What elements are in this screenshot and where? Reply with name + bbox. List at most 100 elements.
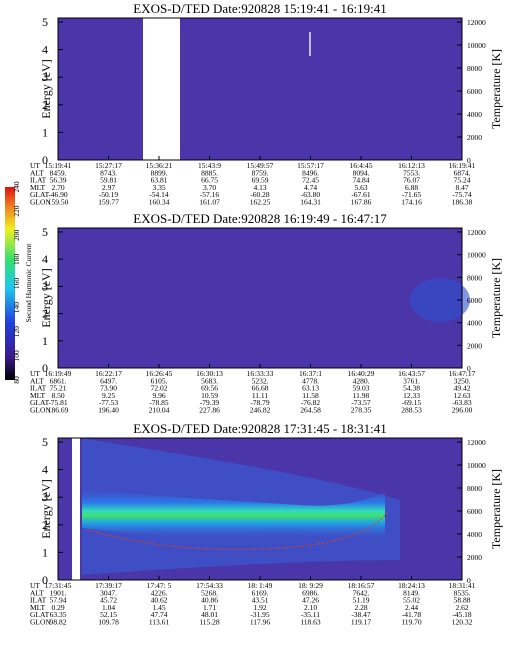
y2-tick-label: 6000 bbox=[467, 296, 482, 305]
y-tick-label: 4 bbox=[42, 463, 48, 477]
y2-tick-label: 4000 bbox=[467, 110, 482, 119]
ephemeris-value: 5.63 bbox=[354, 183, 367, 192]
y2-tick-label: 2000 bbox=[467, 553, 482, 562]
y-tick-label: 5 bbox=[42, 15, 48, 29]
ephemeris-value: 3047. bbox=[100, 588, 117, 597]
colorbar-tick-label: 220 bbox=[12, 205, 21, 217]
colorbar-tick-label: 120 bbox=[12, 326, 21, 338]
ephemeris-value: 17:47: 5 bbox=[147, 581, 172, 590]
ephemeris-value: 16:43:57 bbox=[398, 369, 425, 378]
ephemeris-value: 59.81 bbox=[100, 176, 117, 185]
y-tick-label: 4 bbox=[42, 252, 48, 266]
ephemeris-value: 296.00 bbox=[452, 406, 473, 415]
ephemeris-value: 6861. bbox=[50, 376, 67, 385]
y2-tick-label: 12000 bbox=[467, 228, 486, 237]
ephemeris-value: 72.02 bbox=[151, 384, 168, 393]
ephemeris-value: 6986. bbox=[302, 588, 319, 597]
ephemeris-value: -54.14 bbox=[149, 190, 169, 199]
y-tick-label: 2 bbox=[42, 518, 48, 532]
ephemeris-value: 1.04 bbox=[102, 603, 115, 612]
ephemeris-value: 76.07 bbox=[403, 176, 420, 185]
ephemeris-value: 186.69 bbox=[48, 406, 69, 415]
ephemeris-value: -76.82 bbox=[301, 398, 321, 407]
y-tick-label: 0 bbox=[42, 153, 48, 167]
ephemeris-value: 18: 9:29 bbox=[298, 581, 323, 590]
y-tick-label: 1 bbox=[42, 125, 48, 139]
ephemeris-value: 160.34 bbox=[149, 198, 170, 207]
y-tick-label: 5 bbox=[42, 435, 48, 449]
ephemeris-value: 118.63 bbox=[300, 618, 321, 627]
ephemeris-value: -38.47 bbox=[351, 610, 371, 619]
ephemeris-value: 7553. bbox=[403, 168, 420, 177]
colorbar bbox=[5, 187, 15, 380]
ephemeris-value: 66.75 bbox=[201, 176, 218, 185]
colorbar-tick-label: 240 bbox=[12, 181, 21, 193]
ephemeris-value: -71.65 bbox=[402, 190, 422, 199]
ephemeris-value: 59.03 bbox=[353, 384, 370, 393]
ephemeris-value: 74.84 bbox=[353, 176, 370, 185]
ephemeris-value: -75.74 bbox=[452, 190, 472, 199]
ephemeris-value: 6169. bbox=[252, 588, 269, 597]
ephemeris-value: -75.81 bbox=[48, 398, 68, 407]
ephemeris-value: 16:19:41 bbox=[449, 161, 476, 170]
y2-tick-label: 10000 bbox=[467, 41, 486, 50]
ephemeris-value: 10.59 bbox=[201, 391, 218, 400]
y-axis-label: Energy [eV] bbox=[39, 268, 53, 327]
ephemeris-value: 164.31 bbox=[300, 198, 321, 207]
ephemeris-value: 174.16 bbox=[401, 198, 422, 207]
ephemeris-value: 63.13 bbox=[302, 384, 319, 393]
ephemeris-label: MLT bbox=[30, 391, 46, 400]
ephemeris-value: 8.47 bbox=[455, 183, 468, 192]
ephemeris-value: 1.45 bbox=[152, 603, 165, 612]
y2-tick-label: 6000 bbox=[467, 87, 482, 96]
ephemeris-value: 47.74 bbox=[151, 610, 168, 619]
ephemeris-label: ALT bbox=[30, 588, 44, 597]
ephemeris-value: -67.61 bbox=[351, 190, 371, 199]
ephemeris-value: 73.90 bbox=[100, 384, 117, 393]
y2-tick-label: 12000 bbox=[467, 438, 486, 447]
spectrogram-imagery bbox=[58, 18, 470, 580]
ephemeris-value: 16:22:17 bbox=[95, 369, 122, 378]
ephemeris-value: 40.86 bbox=[201, 596, 218, 605]
y2-tick-label: 0 bbox=[467, 576, 471, 585]
y2-tick-label: 8000 bbox=[467, 64, 482, 73]
ephemeris-label: MLT bbox=[30, 603, 46, 612]
ephemeris-label: GLON bbox=[30, 406, 51, 415]
ephemeris-value: -63.80 bbox=[301, 190, 321, 199]
ephemeris-value: 8496. bbox=[302, 168, 319, 177]
y2-axis-label: Temperature [K] bbox=[489, 258, 503, 338]
ephemeris-value: 15:43:9 bbox=[198, 161, 221, 170]
ephemeris-value: 1901. bbox=[50, 588, 67, 597]
y-tick-label: 0 bbox=[42, 573, 48, 587]
ephemeris-value: 18:16:57 bbox=[348, 581, 375, 590]
panel-title: EXOS-D/TED Date:920828 16:19:49 - 16:47:… bbox=[133, 211, 387, 226]
ephemeris-value: 47.26 bbox=[302, 596, 319, 605]
ephemeris-value: 43.51 bbox=[252, 596, 269, 605]
panel-title: EXOS-D/TED Date:920828 17:31:45 - 18:31:… bbox=[133, 421, 386, 436]
ephemeris-value: 98.82 bbox=[50, 618, 67, 627]
ephemeris-value: 3250. bbox=[454, 376, 471, 385]
ephemeris-value: 186.38 bbox=[452, 198, 473, 207]
y2-axis-label: Temperature [K] bbox=[489, 49, 503, 129]
ephemeris-value: 3761. bbox=[403, 376, 420, 385]
ephemeris-value: -77.53 bbox=[99, 398, 119, 407]
ephemeris-value: -45.18 bbox=[452, 610, 472, 619]
ephemeris-label: ALT bbox=[30, 376, 44, 385]
ephemeris-value: 246.82 bbox=[250, 406, 271, 415]
y2-tick-label: 10000 bbox=[467, 461, 486, 470]
ephemeris-value: -50.19 bbox=[99, 190, 119, 199]
ephemeris-label: ILAT bbox=[30, 384, 47, 393]
y2-tick-label: 8000 bbox=[467, 484, 482, 493]
ephemeris-value: 2.10 bbox=[304, 603, 317, 612]
ephemeris-value: 117.96 bbox=[250, 618, 271, 627]
ephemeris-value: 15:27:17 bbox=[95, 161, 122, 170]
ephemeris-value: 52.15 bbox=[100, 610, 117, 619]
ephemeris-value: -78.85 bbox=[149, 398, 169, 407]
y-tick-label: 3 bbox=[42, 279, 48, 293]
ephemeris-value: 5683. bbox=[201, 376, 218, 385]
ephemeris-value: 3.35 bbox=[152, 183, 165, 192]
ephemeris-value: 210.04 bbox=[149, 406, 170, 415]
ephemeris-value: 6105. bbox=[151, 376, 168, 385]
ephemeris-value: 18:24:13 bbox=[398, 581, 425, 590]
ephemeris-value: 72.45 bbox=[302, 176, 319, 185]
